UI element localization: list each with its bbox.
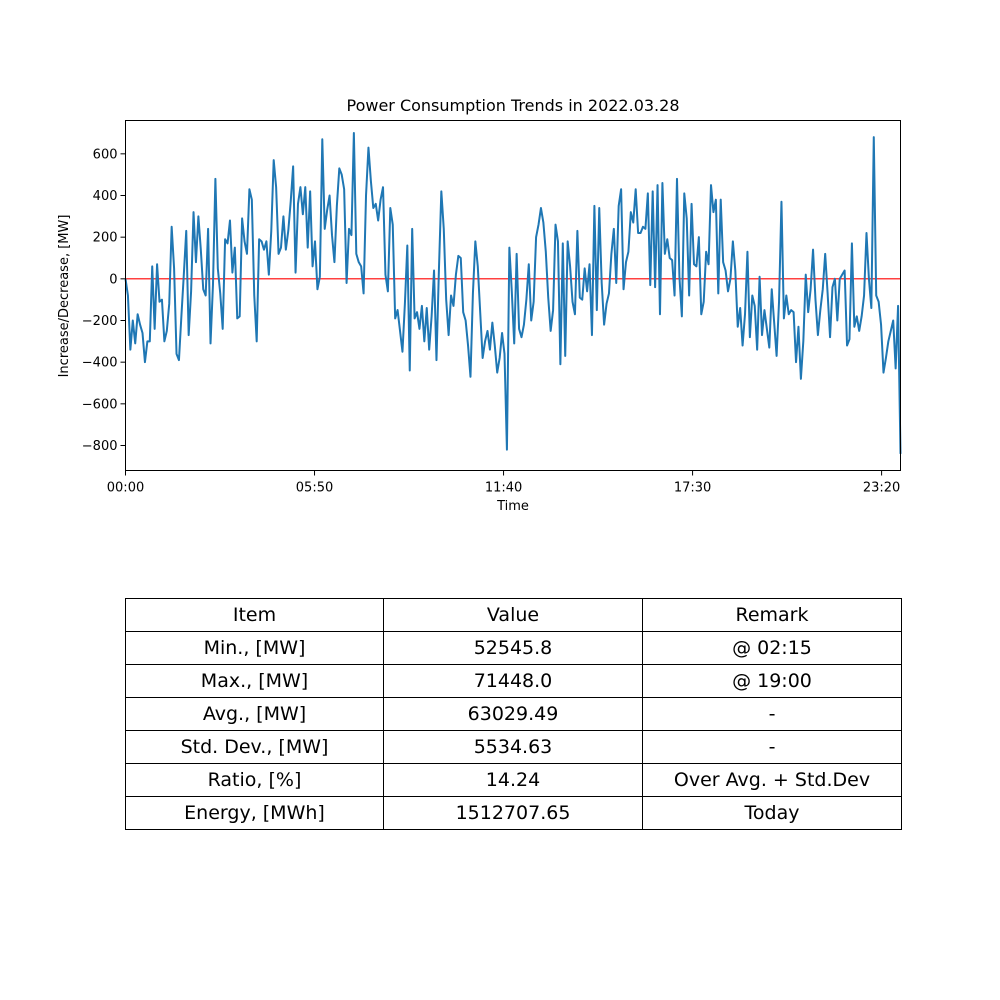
cell-remark: Over Avg. + Std.Dev — [642, 763, 902, 797]
y-tick-label: 600 — [93, 147, 118, 162]
cell-value: 14.24 — [383, 763, 643, 797]
table-row: Ratio, [%] 14.24 Over Avg. + Std.Dev — [125, 763, 902, 797]
cell-item: Avg., [MW] — [125, 697, 384, 731]
y-tick-label: −200 — [82, 314, 118, 329]
y-axis-label: Increase/Decrease, [MW] — [57, 215, 72, 378]
table-row: Std. Dev., [MW] 5534.63 - — [125, 730, 902, 764]
x-tick-label: 23:20 — [863, 481, 900, 496]
y-tick-label: 200 — [93, 231, 118, 246]
cell-remark: @ 19:00 — [642, 664, 902, 698]
cell-value: 5534.63 — [383, 730, 643, 764]
table-row: Energy, [MWh] 1512707.65 Today — [125, 796, 902, 830]
x-tick-label: 05:50 — [296, 481, 333, 496]
cell-value: 63029.49 — [383, 697, 643, 731]
cell-item: Energy, [MWh] — [125, 796, 384, 830]
cell-value: 52545.8 — [383, 631, 643, 665]
chart-title: Power Consumption Trends in 2022.03.28 — [346, 96, 679, 115]
table-row: Min., [MW] 52545.8 @ 02:15 — [125, 631, 902, 665]
line-chart: Power Consumption Trends in 2022.03.28 −… — [57, 96, 902, 514]
cell-remark: @ 02:15 — [642, 631, 902, 665]
y-tick-label: −600 — [82, 397, 118, 412]
x-tick-label: 11:40 — [485, 481, 522, 496]
cell-item: Std. Dev., [MW] — [125, 730, 384, 764]
x-tick-label: 17:30 — [674, 481, 711, 496]
y-tick-label: −400 — [82, 356, 118, 371]
series-line — [124, 132, 902, 454]
header-item: Item — [125, 598, 384, 632]
cell-remark: Today — [642, 796, 902, 830]
cell-remark: - — [642, 730, 902, 764]
cell-item: Ratio, [%] — [125, 763, 384, 797]
table-row: Avg., [MW] 63029.49 - — [125, 697, 902, 731]
cell-value: 71448.0 — [383, 664, 643, 698]
cell-item: Min., [MW] — [125, 631, 384, 665]
cell-item: Max., [MW] — [125, 664, 384, 698]
header-remark: Remark — [642, 598, 902, 632]
x-tick-label: 00:00 — [107, 481, 144, 496]
plot-frame — [125, 120, 901, 471]
x-axis-label: Time — [496, 499, 529, 514]
y-tick-label: 400 — [93, 189, 118, 204]
statistics-table: Item Value Remark Min., [MW] 52545.8 @ 0… — [125, 598, 902, 830]
header-value: Value — [383, 598, 643, 632]
cell-remark: - — [642, 697, 902, 731]
y-tick-label: −800 — [82, 439, 118, 454]
table-header-row: Item Value Remark — [125, 598, 902, 632]
y-tick-label: 0 — [109, 272, 117, 287]
table-row: Max., [MW] 71448.0 @ 19:00 — [125, 664, 902, 698]
cell-value: 1512707.65 — [383, 796, 643, 830]
